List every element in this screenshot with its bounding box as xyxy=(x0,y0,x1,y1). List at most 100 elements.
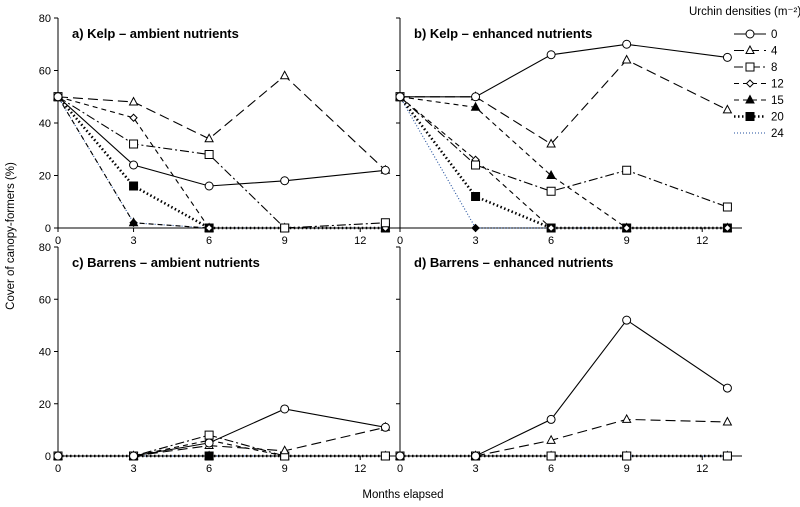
x-tick-label: 0 xyxy=(55,235,61,247)
data-point-8 xyxy=(280,223,290,233)
panel-title: c) Barrens – ambient nutrients xyxy=(72,255,260,270)
series-line-12 xyxy=(58,439,386,457)
data-point-24 xyxy=(471,223,480,233)
data-point-0 xyxy=(129,451,139,461)
y-tick-label: 60 xyxy=(39,294,51,306)
legend-entry-12: 12 xyxy=(734,79,784,91)
series-line-4 xyxy=(400,59,728,145)
x-tick-label: 9 xyxy=(282,235,288,247)
y-axis-label: Cover of canopy-formers (%) xyxy=(5,162,17,310)
x-tick-label: 6 xyxy=(548,235,554,247)
data-point-20 xyxy=(471,192,481,201)
data-point-8 xyxy=(204,150,214,159)
data-point-12 xyxy=(622,223,631,233)
x-tick-label: 9 xyxy=(624,463,630,475)
data-point-15 xyxy=(470,101,481,111)
legend-label: 0 xyxy=(771,29,777,41)
data-point-4 xyxy=(279,70,290,80)
legend-label: 4 xyxy=(771,46,778,58)
data-point-8 xyxy=(471,160,481,170)
y-tick-label: 40 xyxy=(39,347,51,359)
x-tick-label: 6 xyxy=(206,463,212,475)
panel-title: b) Kelp – enhanced nutrients xyxy=(414,26,592,41)
data-point-4 xyxy=(546,138,556,148)
data-point-0 xyxy=(280,404,290,414)
x-tick-label: 12 xyxy=(354,463,366,475)
data-point-4 xyxy=(546,434,556,444)
legend-marker xyxy=(745,62,755,72)
data-point-12 xyxy=(129,113,138,122)
series-line-4 xyxy=(58,426,386,457)
data-point-0 xyxy=(380,165,390,175)
legend-label: 15 xyxy=(771,95,784,107)
legend-label: 8 xyxy=(771,62,777,74)
series-line-15 xyxy=(399,96,728,229)
data-point-8 xyxy=(622,165,632,175)
y-tick-label: 0 xyxy=(45,451,51,463)
series-line-12 xyxy=(399,96,728,229)
data-point-0 xyxy=(53,92,63,102)
legend-entry-15: 15 xyxy=(734,94,784,107)
data-point-8 xyxy=(546,451,556,461)
series-line-0 xyxy=(400,43,728,98)
series-line-12 xyxy=(57,96,386,229)
x-tick-label: 0 xyxy=(397,463,403,475)
data-point-4 xyxy=(722,416,733,426)
data-point-0 xyxy=(204,181,214,191)
series-line-20 xyxy=(398,96,728,230)
series-line-0 xyxy=(58,408,386,457)
panel-4: 0 3 6 9 12 d) Barrens – enhanced nutrients xyxy=(395,246,742,475)
x-tick-label: 12 xyxy=(696,235,708,247)
data-point-8 xyxy=(204,430,214,440)
y-tick-label: 80 xyxy=(39,13,51,25)
x-tick-label: 3 xyxy=(130,235,136,247)
legend-label: 12 xyxy=(771,79,784,91)
legend-marker xyxy=(745,112,755,121)
legend-marker xyxy=(745,44,755,54)
data-point-8 xyxy=(722,202,732,212)
y-tick-label: 80 xyxy=(39,242,51,254)
legend: Urchin densities (m⁻²): 0 4 8 12 15 20 24 xyxy=(689,6,800,140)
data-point-15 xyxy=(546,169,556,179)
data-point-0 xyxy=(380,422,390,432)
y-tick-label: 0 xyxy=(45,223,51,235)
legend-label: 24 xyxy=(771,128,784,140)
legend-entry-24: 24 xyxy=(734,128,784,140)
x-tick-label: 6 xyxy=(548,463,554,475)
x-tick-label: 6 xyxy=(206,235,212,247)
panel-title: a) Kelp – ambient nutrients xyxy=(72,26,239,41)
data-point-12 xyxy=(546,223,556,233)
data-point-8 xyxy=(129,139,139,149)
x-tick-label: 3 xyxy=(472,235,478,247)
series-line-24 xyxy=(399,96,728,229)
data-point-24 xyxy=(129,218,138,227)
data-point-8 xyxy=(380,218,390,228)
series-line-15 xyxy=(57,96,386,229)
data-point-0 xyxy=(395,451,405,461)
data-point-0 xyxy=(471,451,481,461)
series-line-0 xyxy=(400,319,728,457)
data-point-4 xyxy=(128,96,139,106)
data-point-0 xyxy=(722,383,732,393)
data-point-0 xyxy=(204,438,214,448)
series-line-24 xyxy=(57,96,386,229)
data-point-0 xyxy=(622,315,632,325)
data-point-12 xyxy=(723,223,732,233)
series-line-8 xyxy=(57,96,386,229)
data-point-0 xyxy=(280,176,290,186)
x-tick-label: 3 xyxy=(472,463,478,475)
x-axis-label: Months elapsed xyxy=(362,489,443,501)
x-tick-label: 0 xyxy=(55,463,61,475)
legend-marker xyxy=(745,29,755,39)
data-point-0 xyxy=(546,50,556,60)
data-point-0 xyxy=(395,92,405,102)
data-point-20 xyxy=(129,181,139,191)
data-point-4 xyxy=(279,445,290,455)
data-point-8 xyxy=(380,451,390,461)
panel-3: 0 20 40 60 80 0 3 6 9 12 c) Barrens – ambient nutr… xyxy=(39,242,400,475)
series-line-20 xyxy=(57,95,386,230)
x-tick-label: 12 xyxy=(354,235,366,247)
data-point-12 xyxy=(204,223,214,233)
data-point-4 xyxy=(621,54,632,64)
